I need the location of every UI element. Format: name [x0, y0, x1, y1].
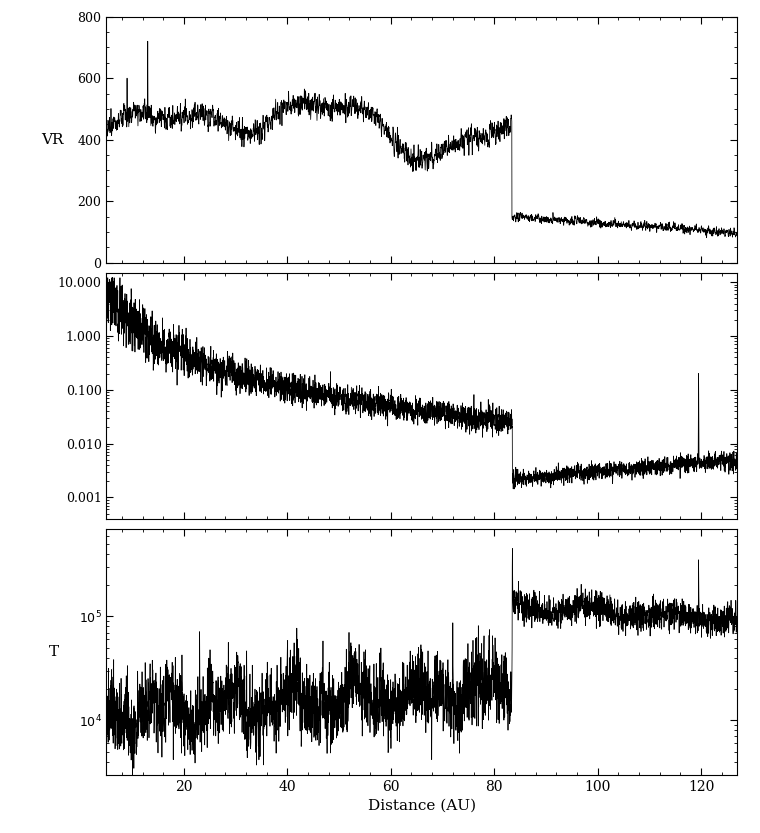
Y-axis label: T: T [49, 645, 59, 659]
X-axis label: Distance (AU): Distance (AU) [368, 799, 476, 813]
Y-axis label: VR: VR [41, 132, 64, 147]
